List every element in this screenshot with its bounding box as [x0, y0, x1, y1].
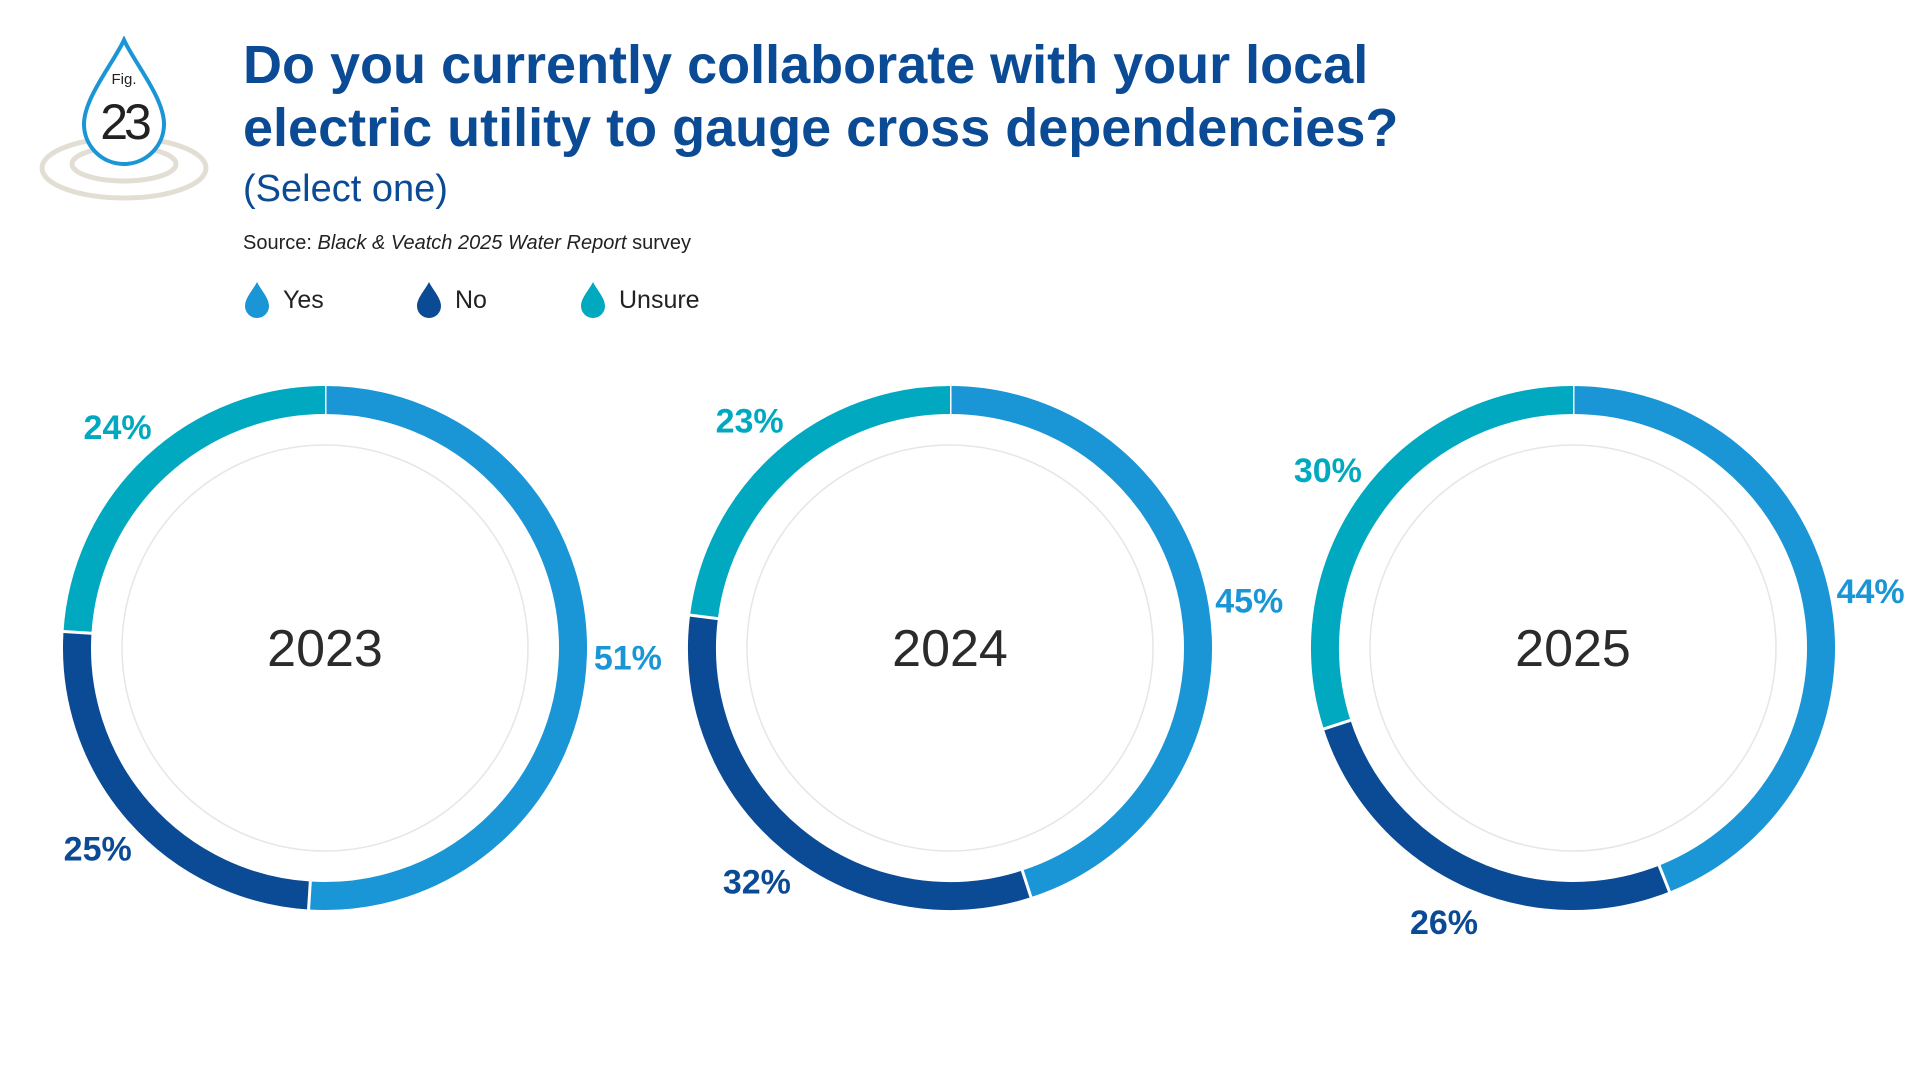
donut-segment-no — [63, 631, 311, 910]
data-label-no: 26% — [1410, 904, 1478, 942]
segment-separator — [61, 629, 94, 635]
donut-segment-yes — [949, 386, 1212, 898]
inner-ring — [121, 444, 529, 852]
legend-label-no: No — [455, 285, 487, 314]
fig-number: 23 — [100, 94, 150, 150]
segment-separator — [1657, 863, 1672, 895]
source-title: Black & Veatch 2025 Water Report — [317, 232, 627, 254]
legend-label-unsure: Unsure — [619, 285, 700, 314]
legend-item-no: No — [415, 280, 487, 320]
source-suffix: survey — [632, 232, 692, 254]
donut-chart-2023: 51% 25% 24% 2023 — [61, 384, 662, 912]
source-prefix: Source: — [243, 232, 312, 254]
data-label-no: 32% — [723, 863, 791, 901]
legend-item-unsure: Unsure — [579, 280, 700, 320]
data-label-unsure: 23% — [716, 403, 784, 441]
inner-ring — [746, 444, 1154, 852]
donut-chart-2024: 45% 32% 23% 2024 — [687, 384, 1283, 910]
inner-ring — [1369, 444, 1777, 852]
yes-drop-icon — [245, 282, 269, 318]
fig-label: Fig. — [111, 71, 136, 88]
data-label-yes: 44% — [1837, 573, 1905, 611]
data-label-unsure: 24% — [84, 409, 152, 447]
donut-segment-unsure — [63, 386, 326, 634]
year-label: 2024 — [892, 620, 1008, 678]
data-label-yes: 51% — [594, 640, 662, 678]
donut-segment-yes — [1572, 386, 1835, 892]
year-label: 2023 — [267, 620, 383, 678]
segment-separator — [1321, 718, 1353, 732]
page-title-line-2: electric utility to gauge cross dependen… — [243, 98, 1399, 158]
segment-separator — [1020, 868, 1034, 900]
no-drop-icon — [417, 282, 441, 318]
donut-segment-yes — [308, 386, 587, 910]
data-label-yes: 45% — [1215, 583, 1283, 621]
donut-segment-unsure — [1311, 386, 1574, 729]
donut-chart-2025: 44% 26% 30% 2025 — [1294, 384, 1905, 942]
legend-item-yes: Yes — [243, 280, 324, 320]
title-block: Do you currently collaborate with your l… — [243, 34, 1543, 212]
segment-separator — [306, 879, 312, 912]
page-title-line-1: Do you currently collaborate with your l… — [243, 35, 1369, 95]
figure-badge: Fig. 23 — [39, 36, 209, 201]
segment-separator — [687, 613, 721, 621]
donut-segment-unsure — [690, 386, 951, 619]
donut-segment-no — [688, 615, 1031, 910]
legend-label-yes: Yes — [283, 285, 324, 314]
data-label-no: 25% — [64, 830, 132, 868]
source-note: Source: Black & Veatch 2025 Water Report… — [243, 232, 691, 255]
data-label-unsure: 30% — [1294, 452, 1362, 490]
page-subtitle: (Select one) — [243, 168, 448, 210]
unsure-drop-icon — [581, 282, 605, 318]
donut-segment-no — [1323, 720, 1670, 910]
year-label: 2025 — [1515, 620, 1631, 678]
water-drop-icon — [81, 36, 167, 166]
